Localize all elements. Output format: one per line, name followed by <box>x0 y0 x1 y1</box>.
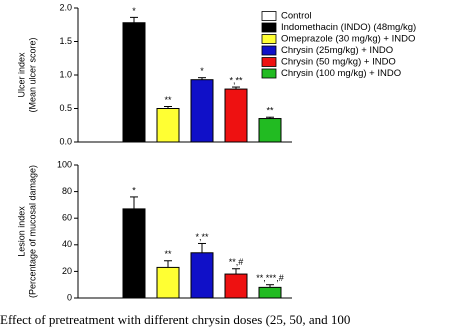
legend-swatch <box>261 34 277 44</box>
y-axis-label: (Percentage of mucosal damage) <box>27 165 37 298</box>
bar <box>224 273 248 299</box>
y-tick-label: 0.0 <box>59 136 72 146</box>
legend-label: Chrysin (25mg/kg) + INDO <box>281 45 393 56</box>
bar <box>122 22 146 143</box>
y-tick-label: 60 <box>62 213 72 223</box>
bar <box>258 118 282 143</box>
legend-label: Indomethacin (INDO) (48mg/kg) <box>281 22 416 33</box>
legend-label: Chrysin (50 mg/kg) + INDO <box>281 57 396 68</box>
y-axis-label: Lesion index <box>16 206 26 257</box>
legend-swatch <box>261 57 277 67</box>
legend-label: Control <box>281 11 312 22</box>
significance-label: *,** <box>229 75 243 85</box>
y-tick-label: 80 <box>62 186 72 196</box>
y-tick-label: 0 <box>67 292 72 302</box>
bar <box>156 266 180 299</box>
legend-label: Omeprazole (30 mg/kg) + INDO <box>281 34 415 45</box>
legend-swatch <box>261 11 277 21</box>
y-tick-label: 2.0 <box>59 2 72 12</box>
caption: Effect of pretreatment with different ch… <box>0 312 350 327</box>
y-axis-label: (Mean ulcer score) <box>27 37 37 112</box>
y-tick-label: 20 <box>62 266 72 276</box>
y-tick-label: 40 <box>62 239 72 249</box>
bar <box>258 286 282 299</box>
significance-label: ** <box>164 249 172 259</box>
y-tick-label: 1.0 <box>59 69 72 79</box>
bar <box>190 79 214 143</box>
significance-label: ** <box>266 106 274 116</box>
y-tick-label: 1.5 <box>59 36 72 46</box>
legend-swatch <box>261 22 277 33</box>
bar <box>122 208 146 299</box>
significance-label: **,***,# <box>256 273 284 283</box>
bar <box>190 252 214 299</box>
bar <box>224 88 248 143</box>
legend-swatch <box>261 45 277 56</box>
bar <box>156 108 180 143</box>
legend-label: Chrysin (100 mg/kg) + INDO <box>281 68 401 79</box>
y-tick-label: 100 <box>57 159 72 169</box>
y-tick-label: 0.5 <box>59 103 72 113</box>
significance-label: * <box>132 6 136 16</box>
significance-label: ** <box>164 95 172 105</box>
legend-swatch <box>261 68 277 79</box>
significance-label: *,** <box>195 232 209 242</box>
significance-label: * <box>132 185 136 195</box>
y-axis-label: Ulcer index <box>16 52 26 98</box>
significance-label: * <box>200 66 204 76</box>
significance-label: **,# <box>229 257 244 267</box>
